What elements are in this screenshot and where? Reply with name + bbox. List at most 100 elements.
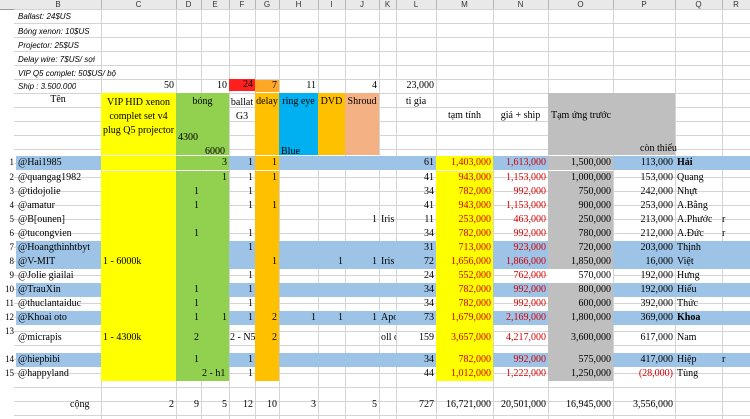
cell-i[interactable] [318,213,345,227]
cell-nn[interactable]: 1,222,000 [506,368,546,379]
cell-d[interactable]: 2 [176,325,201,353]
cell-m[interactable]: 3,657,000 [436,325,493,353]
column-header-Q[interactable]: Q [675,0,723,9]
cell-f[interactable]: 1 [229,283,255,297]
cell-i[interactable] [318,367,345,381]
count-g[interactable]: 7 [272,80,277,91]
cell-j[interactable]: 1 [345,255,379,269]
member-name[interactable]: @micrapis [18,332,62,343]
cell-o[interactable]: 575,000 [548,353,613,367]
cell-e[interactable] [201,185,229,199]
cell-m[interactable]: 713,000 [436,241,493,255]
cell-k[interactable]: Iris [379,255,396,269]
cell-e[interactable] [201,213,229,227]
cell-nn[interactable]: 1,866,000 [493,255,548,269]
cell-i[interactable] [318,156,345,170]
cell-q[interactable]: A.Bằng [677,200,708,211]
cell-f[interactable]: 2 - N5 [230,332,255,343]
cell-e[interactable]: 3 [201,156,229,170]
cell-i[interactable] [318,297,345,311]
cell-g[interactable]: 1 [255,199,279,213]
cell-nn[interactable]: 1,153,000 [506,200,546,211]
cell-f[interactable]: 1 [248,172,253,183]
total-j[interactable]: 5 [372,399,377,410]
member-name[interactable]: @Hai1985 [16,156,101,170]
cell-q[interactable]: Nam [677,332,697,343]
cell-e[interactable] [201,241,229,255]
cell-g[interactable]: 2 [255,311,279,325]
cell-h[interactable] [279,171,318,185]
cell-r[interactable] [722,185,750,199]
cell-nn[interactable]: 1,153,000 [506,172,546,183]
cell-nn[interactable]: 992,000 [493,353,548,367]
cell-m[interactable]: 552,000 [436,269,493,283]
cell-m[interactable]: 782,000 [436,353,493,367]
cell-c[interactable] [101,156,176,170]
cell-k[interactable]: Apo [379,311,396,325]
cell-m[interactable]: 943,000 [436,199,493,213]
cell-f[interactable]: 1 [248,298,253,309]
cell-nn[interactable]: 762,000 [513,270,547,281]
cell-f[interactable]: 1 [248,228,253,239]
cell-m[interactable]: 1,403,000 [436,156,493,170]
cell-j[interactable] [345,185,379,199]
cell-d[interactable] [176,241,201,255]
cell-m[interactable]: 1,012,000 [436,367,493,381]
cell-q[interactable]: Thức [677,298,698,309]
cell-h[interactable] [279,269,318,283]
member-name[interactable]: @TrauXin [16,283,101,297]
cell-i[interactable] [318,171,345,185]
cell-i[interactable] [318,199,345,213]
cell-g[interactable] [255,297,279,311]
cell-r[interactable] [722,255,750,269]
cell-o[interactable]: 750,000 [548,185,613,199]
cell-r[interactable]: r [722,353,750,367]
cell-nn[interactable]: 4,217,000 [506,332,546,343]
cell-g[interactable] [255,353,279,367]
column-header-C[interactable]: C [101,0,177,9]
total-o[interactable]: 16,945,000 [566,399,611,410]
cell-d[interactable] [176,171,201,185]
cell-g[interactable]: 1 [255,255,279,269]
cell-r[interactable] [722,171,750,185]
column-header-P[interactable]: P [613,0,676,9]
cell-i[interactable] [318,353,345,367]
cell-k[interactable] [379,353,396,367]
column-header-I[interactable]: I [318,0,346,9]
cell-j[interactable] [345,171,379,185]
cell-q[interactable]: Hưng [677,270,700,281]
cell-g[interactable]: 1 [255,156,279,170]
cell-c[interactable] [101,297,176,311]
cell-h[interactable] [279,199,318,213]
cell-g[interactable] [255,283,279,297]
cell-i[interactable]: 1 [318,255,345,269]
cell-j[interactable] [345,227,379,241]
column-header-L[interactable]: L [396,0,437,9]
cell-e[interactable] [201,199,229,213]
cell-m[interactable]: 782,000 [436,283,493,297]
member-name[interactable]: @amatur [18,200,55,211]
cell-l[interactable]: 159 [419,332,434,343]
cell-l[interactable]: 34 [396,283,436,297]
cell-r[interactable] [722,297,750,311]
cell-r[interactable] [722,269,750,283]
cell-j[interactable] [345,241,379,255]
cell-p[interactable]: 153,000 [640,172,674,183]
cell-q[interactable]: Tùng [677,368,699,379]
cell-e[interactable] [201,353,229,367]
cell-i[interactable] [318,283,345,297]
cell-g[interactable] [255,227,279,241]
cell-p[interactable]: 16,000 [613,255,675,269]
cell-i[interactable] [318,241,345,255]
cell-l[interactable]: 61 [396,156,436,170]
cell-j[interactable] [345,283,379,297]
cell-m[interactable]: 253,000 [436,213,493,227]
cell-g[interactable] [255,269,279,283]
cell-r[interactable]: r [722,228,726,239]
cell-c[interactable] [101,353,176,367]
cell-o[interactable]: 1,800,000 [548,311,613,325]
cell-c[interactable]: 1 - 6000k [101,255,176,269]
cell-o[interactable]: 1,850,000 [548,255,613,269]
cell-h[interactable] [279,156,318,170]
column-header-N[interactable]: N [493,0,549,9]
